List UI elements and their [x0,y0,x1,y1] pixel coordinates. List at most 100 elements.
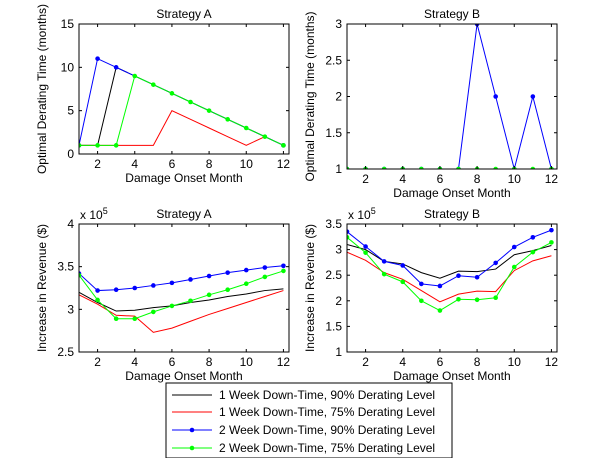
x-tick-label: 12 [545,355,559,369]
legend-entry: 1 Week Down-Time, 75% Derating Level [172,405,435,419]
legend-marker [189,445,195,451]
y-axis-label: Increase in Revenue ($) [35,224,49,352]
chart-title: Strategy A [156,7,211,21]
chart-panel-tl: 2 4 6 8 10 12 0 5 10 15 Strategy A Damage Onset Mon… [35,4,290,185]
x-tick-label: 8 [206,355,213,369]
series-line-w2_90 [79,265,284,292]
chart-title: Strategy B [424,7,480,21]
chart-panel-tr: 2 4 6 8 10 12 1 1.5 2 2.5 3 Strategy B Damage Onset … [303,7,558,200]
chart-title: Strategy A [156,207,211,221]
series-line-w2_75 [79,75,284,146]
data-point-w2_75 [169,303,175,309]
x-tick-label: 4 [399,355,406,369]
data-point-w2_75 [493,295,498,301]
data-point-w2_75 [206,292,212,298]
data-point-w2_75 [132,73,138,79]
plot-area [79,224,289,352]
y-tick-label: 1 [335,345,342,359]
x-axis-label: Damage Onset Month [125,369,242,383]
data-point-w2_75 [113,143,119,148]
data-point-w2_75 [381,166,387,169]
legend-label: 2 Week Down-Time, 90% Derating Level [219,423,435,437]
y-tick-label: 0 [67,147,74,161]
data-point-w2_75 [188,298,193,304]
y-tick-label: 3 [335,17,342,31]
series-line-w2_75 [347,236,552,312]
x-tick-label: 12 [545,172,559,186]
data-point-w2_75 [347,235,350,240]
data-point-w2_75 [281,268,286,274]
x-tick-label: 6 [169,157,176,171]
data-point-w2_75 [206,108,212,113]
data-point-w2_90 [549,227,554,233]
data-point-w2_75 [151,82,156,87]
legend: 1 Week Down-Time, 90% Derating Level 1 W… [165,382,453,458]
data-point-w2_90 [95,288,100,293]
x-tick-label: 10 [240,157,254,171]
series-group [347,227,554,313]
data-point-w2_75 [95,297,100,303]
data-point-w2_90 [511,244,517,250]
x-tick-label: 6 [437,172,444,186]
data-point-w2_90 [113,65,119,70]
data-point-w2_90 [363,244,368,249]
legend-entry: 2 Week Down-Time, 75% Derating Level [172,441,435,455]
data-point-w2_90 [400,263,406,268]
series-group [79,56,286,148]
data-point-w2_90 [243,267,249,273]
data-point-w2_75 [419,298,424,304]
series-line-w2_90 [347,24,552,169]
y-tick-label: 3.5 [57,260,74,274]
data-point-w2_90 [530,94,536,99]
legend-entry: 2 Week Down-Time, 90% Derating Level [172,423,435,437]
y-tick-label: 1.5 [325,319,342,333]
data-point-w2_75 [95,143,100,148]
data-point-w2_75 [419,166,424,169]
data-point-w2_75 [262,274,268,280]
x-tick-label: 2 [94,157,101,171]
data-point-w2_75 [456,296,461,302]
data-point-w2_90 [456,273,461,279]
y-tick-label: 2.5 [325,53,342,67]
x-axis-label: Damage Onset Month [393,186,510,200]
y-tick-label: 3 [335,243,342,257]
data-point-w2_90 [262,265,268,270]
data-point-w2_90 [113,287,119,293]
data-point-w2_75 [456,166,461,169]
axis-exponent: x 105 [80,206,108,222]
y-tick-label: 3 [67,302,74,316]
y-tick-label: 2.5 [325,268,342,282]
x-tick-label: 6 [437,355,444,369]
data-point-w2_75 [474,297,480,303]
y-tick-label: 5 [67,104,74,118]
x-tick-label: 6 [169,355,176,369]
plot-area [347,224,557,352]
x-tick-label: 10 [508,355,522,369]
y-tick-label: 3.5 [325,217,342,231]
y-axis-label: Increase in Revenue ($) [303,224,317,352]
y-tick-label: 2.5 [57,345,74,359]
x-axis-label: Damage Onset Month [393,369,510,383]
data-point-w2_90 [281,263,286,269]
legend-marker [189,427,195,433]
y-axis-label: Optimal Derating Time (months) [303,11,317,181]
data-point-w2_90 [347,229,350,234]
x-axis-label: Damage Onset Month [125,171,242,185]
series-line-w1_90 [79,288,284,312]
data-point-w2_75 [225,117,230,122]
x-tick-label: 10 [240,355,254,369]
data-point-w2_75 [549,240,554,245]
y-tick-label: 2 [335,90,342,104]
legend-label: 1 Week Down-Time, 90% Derating Level [219,388,435,402]
data-point-w2_90 [530,235,536,240]
axes-box [78,23,290,155]
x-tick-label: 12 [277,355,291,369]
data-point-w2_75 [151,309,156,315]
y-tick-label: 1.5 [325,126,342,140]
x-tick-label: 8 [474,172,481,186]
x-tick-label: 2 [94,355,101,369]
data-point-w2_75 [530,166,536,169]
x-tick-label: 4 [399,172,406,186]
data-point-w2_75 [188,99,193,105]
x-tick-label: 4 [131,157,138,171]
